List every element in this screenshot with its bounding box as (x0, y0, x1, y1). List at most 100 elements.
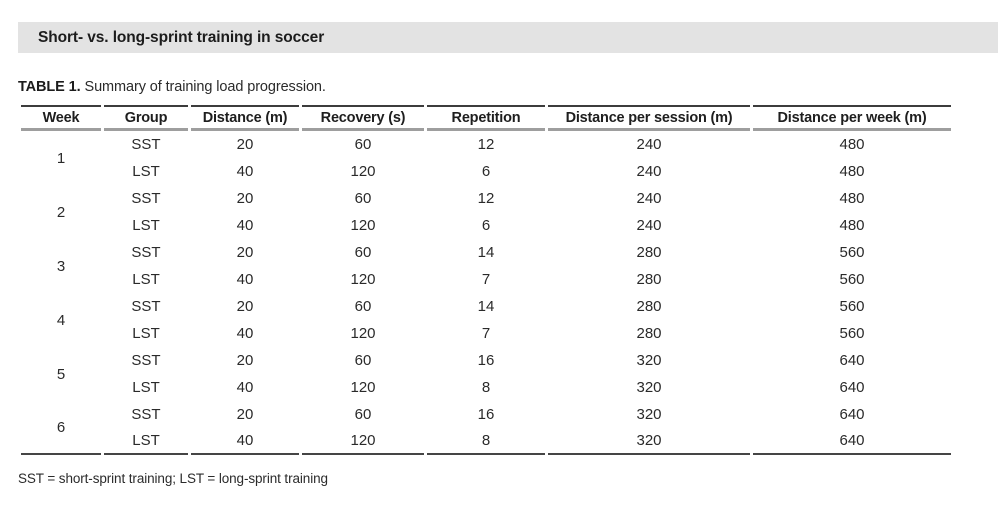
repetition-cell: 8 (481, 379, 491, 396)
column-header-repetition: Repetition (427, 105, 545, 131)
week-cell: 4 (56, 311, 66, 329)
table-row-week2-lst: LST 40 120 6 240 480 (21, 212, 951, 239)
week-cell: 6 (21, 401, 101, 455)
per-session-cell: 240 (636, 190, 662, 207)
per-week-cell: 640 (839, 406, 865, 423)
table-caption-label: TABLE 1. (18, 79, 81, 95)
table-row-week4-lst: LST 40 120 7 280 560 (21, 320, 951, 347)
recovery-cell: 120 (350, 163, 376, 180)
column-header-group: Group (104, 105, 188, 131)
per-session-cell: 320 (636, 406, 662, 423)
table-row-week1-sst: 1 SST 20 60 12 240 480 (21, 131, 951, 167)
recovery-cell: 120 (350, 379, 376, 396)
per-week-cell: 560 (839, 325, 865, 342)
week-cell: 1 (56, 149, 66, 167)
group-cell: LST (132, 271, 160, 288)
distance-cell: 40 (236, 217, 254, 234)
recovery-cell: 120 (302, 428, 424, 455)
recovery-cell: 60 (354, 352, 372, 369)
training-load-table: Week Group Distance (m) Recovery (s) Repetit… (18, 105, 954, 455)
table-caption-text: Summary of training load progression. (84, 79, 326, 95)
table-row-week5-lst: LST 40 120 8 320 640 (21, 374, 951, 401)
per-session-cell: 320 (636, 352, 662, 369)
column-header-distance-per-week-m: Distance per week (m) (753, 105, 951, 131)
table-footnote: SST = short-sprint training; LST = long-… (18, 471, 328, 486)
per-session-cell: 280 (636, 271, 662, 288)
per-session-cell: 240 (636, 136, 662, 153)
per-session-cell: 320 (636, 379, 662, 396)
per-week-cell: 560 (839, 244, 865, 261)
per-session-cell: 320 (548, 428, 750, 455)
table-body: 1 SST 20 60 12 240 480 LST 40 120 6 240 480 2 SST 20 60 1… (21, 131, 951, 455)
distance-cell: 20 (236, 352, 254, 369)
repetition-cell: 7 (481, 271, 491, 288)
recovery-cell: 60 (354, 298, 372, 315)
table-row-week6-lst: LST 40 120 8 320 640 (21, 428, 951, 455)
group-cell: SST (131, 136, 161, 153)
group-cell: LST (104, 428, 188, 455)
table-row-week5-sst: 5 SST 20 60 16 320 640 (21, 347, 951, 383)
repetition-cell: 6 (481, 163, 491, 180)
table-row-week1-lst: LST 40 120 6 240 480 (21, 158, 951, 185)
per-week-cell: 480 (839, 163, 865, 180)
repetition-cell: 16 (477, 406, 495, 423)
per-session-cell: 280 (636, 298, 662, 315)
per-week-cell: 560 (839, 271, 865, 288)
repetition-cell: 14 (477, 298, 495, 315)
article-title: Short- vs. long-sprint training in socce… (38, 28, 325, 46)
distance-cell: 20 (236, 190, 254, 207)
table-row-week3-lst: LST 40 120 7 280 560 (21, 266, 951, 293)
distance-cell: 20 (236, 244, 254, 261)
column-header-distance-m: Distance (m) (191, 105, 299, 131)
recovery-cell: 60 (354, 190, 372, 207)
group-cell: SST (131, 406, 161, 423)
per-week-cell: 640 (753, 428, 951, 455)
repetition-cell: 12 (477, 190, 495, 207)
recovery-cell: 120 (350, 217, 376, 234)
per-week-cell: 480 (839, 217, 865, 234)
table-header-row: Week Group Distance (m) Recovery (s) Repetit… (21, 105, 951, 131)
repetition-cell: 16 (477, 352, 495, 369)
group-cell: SST (131, 352, 161, 369)
table-row-week6-sst: 6 SST 20 60 16 320 640 (21, 401, 951, 455)
table-row-week4-sst: 4 SST 20 60 14 280 560 (21, 293, 951, 329)
recovery-cell: 60 (354, 136, 372, 153)
distance-cell: 40 (191, 428, 299, 455)
distance-cell: 40 (236, 271, 254, 288)
week-cell: 3 (56, 257, 66, 275)
group-cell: SST (131, 244, 161, 261)
distance-cell: 20 (236, 136, 254, 153)
group-cell: LST (132, 379, 160, 396)
table-row-week2-sst: 2 SST 20 60 12 240 480 (21, 185, 951, 221)
group-cell: LST (132, 325, 160, 342)
column-header-distance-per-session-m: Distance per session (m) (548, 105, 750, 131)
per-week-cell: 640 (839, 379, 865, 396)
distance-cell: 20 (236, 298, 254, 315)
table-caption: TABLE 1. Summary of training load progre… (18, 79, 326, 95)
week-cell: 5 (56, 365, 66, 383)
recovery-cell: 120 (350, 325, 376, 342)
per-session-cell: 280 (636, 244, 662, 261)
per-week-cell: 480 (839, 190, 865, 207)
repetition-cell: 12 (477, 136, 495, 153)
column-header-week: Week (21, 105, 101, 131)
distance-cell: 40 (236, 379, 254, 396)
per-session-cell: 240 (636, 217, 662, 234)
per-session-cell: 240 (636, 163, 662, 180)
per-week-cell: 560 (839, 298, 865, 315)
per-session-cell: 280 (636, 325, 662, 342)
repetition-cell: 6 (481, 217, 491, 234)
column-header-recovery-s: Recovery (s) (302, 105, 424, 131)
repetition-cell: 14 (477, 244, 495, 261)
group-cell: LST (132, 163, 160, 180)
recovery-cell: 60 (354, 244, 372, 261)
recovery-cell: 120 (350, 271, 376, 288)
recovery-cell: 60 (354, 406, 372, 423)
table-row-week3-sst: 3 SST 20 60 14 280 560 (21, 239, 951, 275)
distance-cell: 20 (236, 406, 254, 423)
group-cell: SST (131, 190, 161, 207)
distance-cell: 40 (236, 163, 254, 180)
distance-cell: 40 (236, 325, 254, 342)
week-cell: 2 (56, 203, 66, 221)
